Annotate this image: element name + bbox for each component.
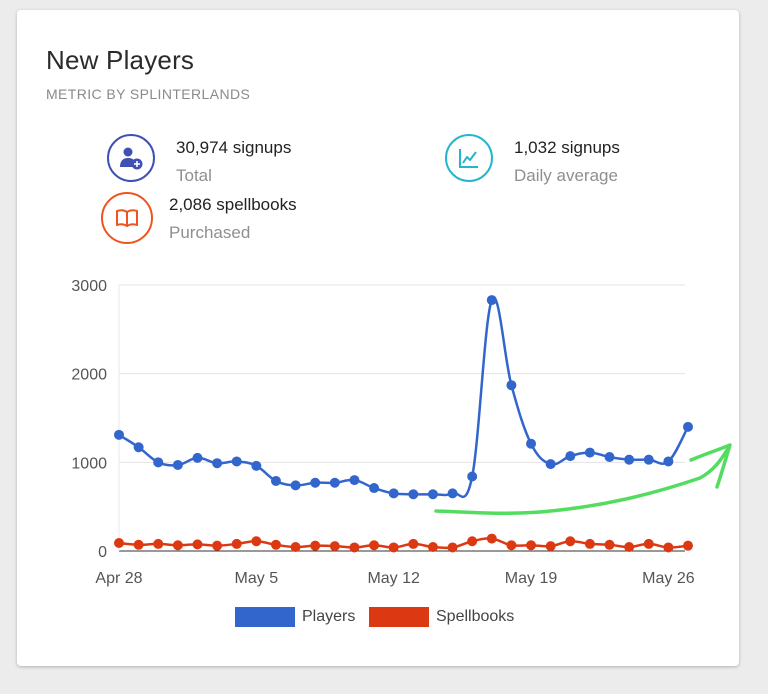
x-tick-label: May 12 [367, 570, 420, 587]
card-title: New Players [46, 45, 195, 75]
spellbooks-data-point [565, 536, 576, 547]
stat-spellbooks-label: Purchased [169, 223, 251, 242]
spellbooks-data-point [643, 538, 654, 549]
spellbooks-data-point [447, 542, 458, 553]
spellbooks-data-point [349, 542, 360, 553]
stat-total-value: 30,974 signups [176, 138, 292, 157]
stat-daily-value: 1,032 signups [514, 138, 620, 157]
players-data-point [231, 456, 242, 467]
players-data-point [506, 380, 517, 391]
stat-spellbooks-value: 2,086 spellbooks [169, 195, 297, 214]
players-chart: 0 1000 2000 3000 Apr 28 May 5 May 12 May 19 May … [71, 278, 695, 587]
players-data-point [329, 477, 340, 488]
players-data-point [251, 460, 262, 471]
players-series-line [118, 296, 690, 499]
spellbooks-data-point [526, 540, 537, 551]
spellbooks-data-point [427, 542, 438, 553]
players-data-point [545, 459, 556, 470]
spellbooks-data-point [369, 540, 380, 551]
spellbooks-data-point [172, 540, 183, 551]
players-data-point [212, 458, 223, 469]
x-tick-label: May 19 [505, 570, 558, 587]
y-tick-label: 1000 [71, 455, 107, 472]
stat-daily-label: Daily average [514, 166, 618, 185]
players-data-point [310, 477, 321, 488]
players-data-point [192, 452, 203, 463]
card-subtitle: METRIC BY SPLINTERLANDS [46, 86, 251, 102]
spellbooks-data-point [486, 533, 497, 544]
spellbooks-data-point [545, 541, 556, 552]
spellbooks-data-point [251, 536, 262, 547]
players-data-point [584, 447, 595, 458]
players-data-point [408, 489, 419, 500]
add-user-icon [107, 134, 155, 182]
players-data-point [133, 442, 144, 453]
players-data-point [663, 456, 674, 467]
spellbooks-data-point [329, 541, 340, 552]
x-tick-label: May 26 [642, 570, 695, 587]
players-data-point [565, 451, 576, 462]
spellbooks-data-point [290, 542, 301, 553]
spellbooks-data-point [153, 538, 164, 549]
players-data-point [114, 429, 124, 440]
legend-spellbooks-label: Spellbooks [436, 608, 515, 625]
players-data-point [447, 488, 458, 499]
spellbooks-data-point [192, 539, 203, 550]
stat-total-label: Total [176, 166, 212, 185]
new-players-card: New Players METRIC BY SPLINTERLANDS 30,9… [17, 10, 739, 666]
players-data-point [290, 480, 301, 491]
players-data-point [624, 454, 635, 465]
players-data-point [604, 452, 615, 463]
legend-spellbooks[interactable]: Spellbooks [369, 607, 514, 627]
spellbooks-data-point [133, 539, 144, 550]
spellbooks-data-point [683, 540, 693, 551]
spellbooks-data-point [604, 539, 615, 550]
spellbooks-data-point [231, 538, 242, 549]
legend-players-swatch [235, 607, 295, 627]
spellbooks-data-point [388, 542, 399, 553]
legend-spellbooks-swatch [369, 607, 429, 627]
line-chart-icon [445, 134, 493, 182]
spellbooks-data-point [212, 540, 223, 551]
players-data-point [683, 421, 693, 432]
spellbooks-data-point [506, 540, 517, 551]
spellbooks-data-point [114, 538, 124, 549]
x-tick-label: Apr 28 [95, 570, 142, 587]
book-icon [101, 192, 153, 244]
y-tick-label: 0 [98, 544, 107, 561]
spellbooks-data-point [663, 542, 674, 553]
spellbooks-data-point [467, 536, 478, 547]
players-data-point [172, 459, 183, 470]
spellbooks-data-point [310, 540, 321, 551]
players-data-point [467, 471, 478, 482]
spellbooks-data-point [624, 542, 635, 553]
players-data-point [388, 488, 399, 499]
y-tick-label: 3000 [71, 278, 107, 295]
players-data-point [643, 454, 654, 465]
players-data-point [349, 475, 360, 486]
spellbooks-data-point [408, 538, 419, 549]
legend-players-label: Players [302, 608, 356, 625]
spellbooks-data-point [584, 538, 595, 549]
x-tick-label: May 5 [235, 570, 279, 587]
legend-players[interactable]: Players [235, 607, 355, 627]
spellbooks-series-line [118, 537, 689, 550]
spellbooks-data-point [270, 539, 281, 550]
players-data-point [427, 489, 438, 500]
players-data-point [153, 457, 164, 468]
players-data-point [270, 475, 281, 486]
players-data-point [486, 295, 497, 306]
y-tick-label: 2000 [71, 367, 107, 384]
players-data-point [526, 438, 537, 449]
players-data-point [369, 483, 380, 494]
